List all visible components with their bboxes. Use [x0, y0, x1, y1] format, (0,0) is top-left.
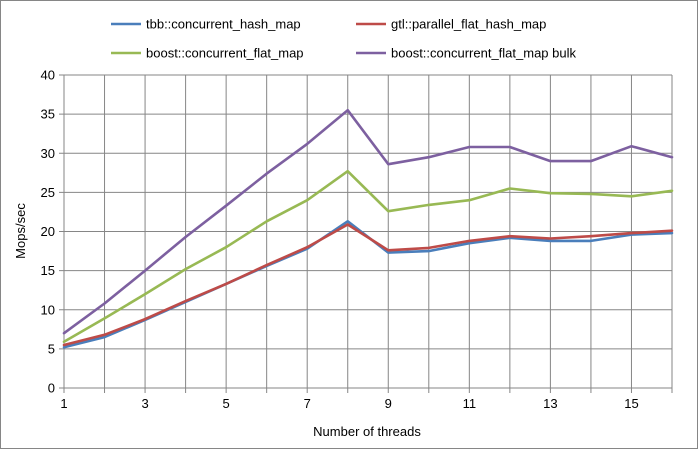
legend-label: boost::concurrent_flat_map bulk [391, 46, 576, 61]
x-tick-label: 1 [60, 396, 67, 411]
series-line-2 [62, 223, 674, 347]
y-tick-label: 10 [41, 302, 55, 317]
y-axis-title: Mops/sec [13, 203, 28, 259]
x-tick-label: 7 [304, 396, 311, 411]
legend-entry: gtl::parallel_flat_hash_map [356, 17, 546, 32]
x-axis-title: Number of threads [313, 424, 421, 439]
legend-entry: boost::concurrent_flat_map [111, 46, 304, 61]
y-tick-label: 35 [41, 107, 55, 122]
x-tick-label: 3 [141, 396, 148, 411]
x-tick-label: 13 [543, 396, 557, 411]
y-tick-label: 15 [41, 263, 55, 278]
x-tick-label: 15 [624, 396, 638, 411]
series-line-4 [62, 108, 674, 335]
legend-label: tbb::concurrent_hash_map [146, 17, 301, 32]
grid-layer [63, 74, 673, 389]
y-tick-label: 0 [48, 381, 55, 396]
y-tick-label: 40 [41, 68, 55, 83]
series-layer [62, 108, 674, 349]
legend-entry: tbb::concurrent_hash_map [111, 17, 301, 32]
legend-label: boost::concurrent_flat_map [146, 46, 304, 61]
y-tick-label: 25 [41, 185, 55, 200]
x-tick-label: 5 [223, 396, 230, 411]
y-tick-label: 30 [41, 146, 55, 161]
legend-label: gtl::parallel_flat_hash_map [391, 17, 546, 32]
y-tick-label: 20 [41, 224, 55, 239]
legend-entry: boost::concurrent_flat_map bulk [356, 46, 576, 61]
x-tick-label: 9 [385, 396, 392, 411]
series-line-3 [62, 169, 674, 344]
legend: tbb::concurrent_hash_map gtl::parallel_fl… [111, 17, 576, 61]
x-tick-label: 11 [463, 396, 477, 411]
y-tick-label: 5 [48, 341, 55, 356]
series-line-1 [62, 220, 674, 349]
